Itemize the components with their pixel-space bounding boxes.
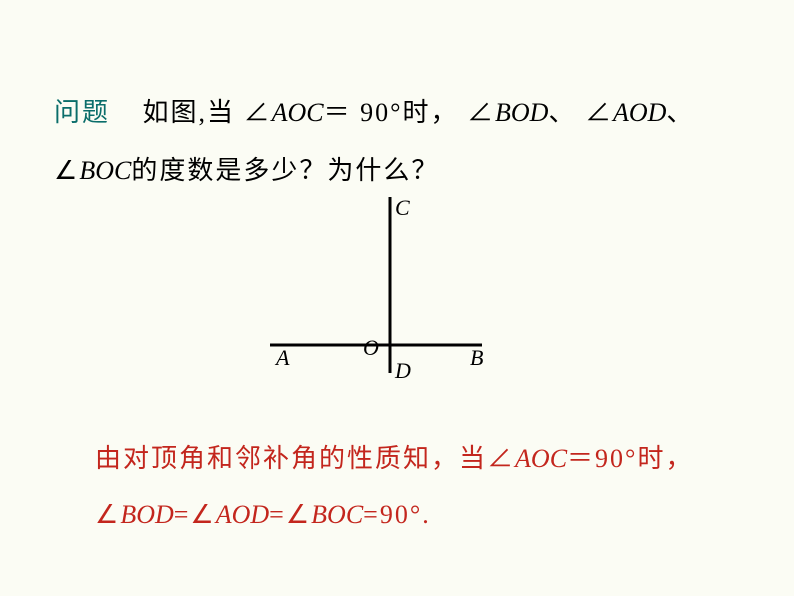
angle-boc: BOC — [79, 156, 131, 185]
angle-symbol: ∠ — [487, 444, 515, 473]
diagram-svg — [250, 195, 530, 395]
label-o: O — [363, 335, 379, 361]
question-line-2: ∠BOC的度数是多少？为什么？ — [54, 150, 740, 187]
eq90-2: ＝90° — [567, 444, 637, 473]
angle-symbol: ∠ — [585, 98, 613, 127]
answer-line-1: 由对顶角和邻补角的性质知，当∠AOC＝90°时， — [95, 438, 740, 475]
label-b: B — [470, 345, 483, 371]
angle-aod-2: AOD — [216, 500, 269, 529]
angle-aod: AOD — [613, 98, 666, 127]
eq90b: =90°. — [363, 500, 431, 529]
angle-symbol: ∠ — [95, 500, 120, 529]
ans-text-1: 由对顶角和邻补角的性质知，当 — [95, 444, 487, 473]
angle-symbol: ∠ — [286, 500, 311, 529]
angle-symbol: ∠ — [54, 156, 79, 185]
question-label: 问题 — [54, 98, 110, 127]
angle-aoc-2: AOC — [515, 444, 567, 473]
ans-text-2: 时， — [637, 444, 693, 473]
eq-1: = — [174, 500, 191, 529]
label-d: D — [395, 358, 411, 384]
label-c: C — [395, 195, 410, 221]
q-text-3: 时， — [402, 98, 458, 127]
sep2: 、 — [666, 98, 694, 127]
angle-symbol: ∠ — [190, 500, 215, 529]
q-text-4: 的度数是多少？为什么？ — [131, 156, 439, 185]
slide: 问题 如图,当 ∠AOC＝ 90°时， ∠BOD、 ∠AOD、 ∠BOC的度数是… — [0, 0, 794, 596]
angle-symbol: ∠ — [244, 98, 272, 127]
angle-bod: BOD — [495, 98, 548, 127]
q-text-2: ,当 — [199, 98, 236, 127]
angle-bod-2: BOD — [120, 500, 173, 529]
answer-line-2: ∠BOD=∠AOD=∠BOC=90°. — [95, 500, 740, 530]
sep1: 、 — [548, 98, 576, 127]
angle-symbol: ∠ — [467, 98, 495, 127]
eq-90: ＝ 90° — [324, 98, 403, 127]
angle-boc-2: BOC — [311, 500, 363, 529]
q-text-1: 如图 — [143, 98, 199, 127]
question-line-1: 问题 如图,当 ∠AOC＝ 90°时， ∠BOD、 ∠AOD、 — [54, 92, 740, 129]
eq-2: = — [269, 500, 286, 529]
label-a: A — [276, 345, 289, 371]
geometry-diagram: C A O B D — [250, 195, 530, 395]
angle-aoc: AOC — [272, 98, 324, 127]
